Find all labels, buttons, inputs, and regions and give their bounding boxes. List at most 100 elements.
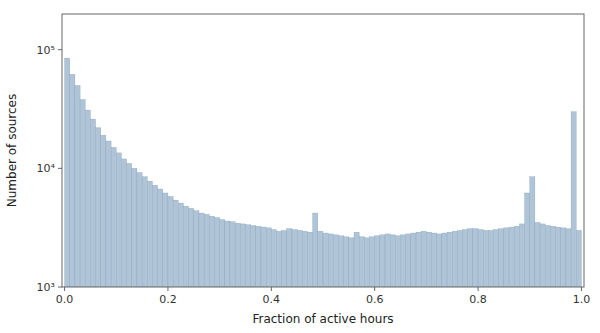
bar xyxy=(271,230,276,287)
bar xyxy=(70,74,75,287)
bar xyxy=(261,227,266,287)
bar xyxy=(163,193,168,287)
bar xyxy=(333,235,338,287)
y-tick-label: 10⁵ xyxy=(37,44,55,57)
bar xyxy=(302,231,307,287)
bar xyxy=(194,211,199,287)
bar xyxy=(478,230,483,287)
y-tick xyxy=(58,49,62,50)
bar xyxy=(406,234,411,287)
bar xyxy=(359,237,364,287)
bar xyxy=(251,225,256,287)
bar xyxy=(292,230,297,287)
bar xyxy=(385,234,390,287)
bar xyxy=(116,153,121,287)
bar xyxy=(556,227,561,287)
bar xyxy=(199,213,204,287)
bar xyxy=(468,229,473,287)
bar xyxy=(550,226,555,287)
x-tick xyxy=(271,287,272,291)
bar xyxy=(344,237,349,287)
bar xyxy=(65,58,70,287)
bar xyxy=(111,147,116,287)
bar xyxy=(571,112,576,287)
x-tick xyxy=(581,287,582,291)
bar xyxy=(525,193,530,287)
x-tick xyxy=(478,287,479,291)
bar xyxy=(158,189,163,287)
y-tick xyxy=(58,287,62,288)
bar xyxy=(137,173,142,287)
bar xyxy=(442,233,447,287)
bar xyxy=(370,237,375,287)
bar xyxy=(209,216,214,287)
bar xyxy=(75,85,80,287)
bar xyxy=(313,213,318,287)
bar xyxy=(168,196,173,287)
bar xyxy=(245,225,250,287)
bar xyxy=(411,233,416,287)
x-axis-label: Fraction of active hours xyxy=(252,312,393,326)
bars xyxy=(65,58,582,287)
bar xyxy=(566,229,571,287)
bar xyxy=(488,230,493,287)
bar xyxy=(457,230,462,287)
x-tick-label: 1.0 xyxy=(573,293,591,306)
bar xyxy=(220,220,225,287)
bar xyxy=(416,232,421,287)
bar xyxy=(307,232,312,287)
bar xyxy=(499,229,504,287)
x-tick-label: 0.6 xyxy=(366,293,384,306)
bar xyxy=(494,230,499,287)
chart: 0.00.20.40.60.81.010³10⁴10⁵Fraction of a… xyxy=(0,0,600,333)
bar xyxy=(90,119,95,287)
x-tick-label: 0.4 xyxy=(263,293,281,306)
bar xyxy=(183,206,188,287)
bar xyxy=(447,232,452,287)
bar xyxy=(483,230,488,287)
bar xyxy=(266,228,271,287)
bar xyxy=(282,230,287,287)
bar xyxy=(364,238,369,287)
bar xyxy=(96,128,101,287)
bar xyxy=(401,235,406,287)
bar xyxy=(80,100,85,287)
bar xyxy=(189,208,194,287)
bar xyxy=(240,224,245,287)
x-tick xyxy=(374,287,375,291)
x-tick-label: 0.0 xyxy=(56,293,74,306)
bar xyxy=(452,231,457,287)
bar xyxy=(375,236,380,287)
bar xyxy=(349,238,354,287)
x-tick xyxy=(167,287,168,291)
bar xyxy=(173,200,178,287)
bar xyxy=(463,230,468,287)
y-tick-label: 10³ xyxy=(37,281,55,294)
bar xyxy=(204,214,209,287)
bar xyxy=(432,233,437,287)
bar xyxy=(504,228,509,287)
bar xyxy=(323,233,328,287)
bar xyxy=(514,226,519,287)
bar xyxy=(132,168,137,287)
y-tick-label: 10⁴ xyxy=(37,162,56,175)
bar xyxy=(380,235,385,287)
bar xyxy=(421,231,426,287)
x-tick-label: 0.8 xyxy=(469,293,487,306)
bar xyxy=(276,231,281,287)
bar xyxy=(328,234,333,287)
y-tick xyxy=(58,168,62,169)
bar xyxy=(390,235,395,287)
bar xyxy=(339,236,344,287)
bar xyxy=(473,229,478,287)
bar xyxy=(530,177,535,287)
bar xyxy=(540,224,545,287)
bar xyxy=(437,234,442,287)
bar xyxy=(127,163,132,287)
bar xyxy=(101,135,106,287)
bar xyxy=(214,218,219,287)
bar xyxy=(395,236,400,287)
bar xyxy=(230,222,235,287)
bar xyxy=(152,185,157,287)
bar xyxy=(576,230,581,287)
